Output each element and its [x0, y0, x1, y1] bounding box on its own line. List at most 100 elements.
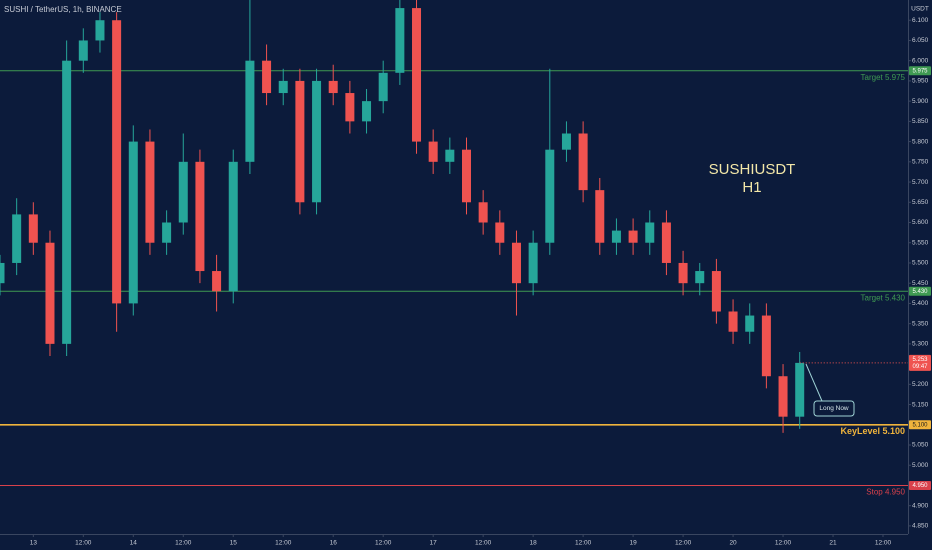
- axis-unit: USDT: [911, 6, 929, 13]
- candle-body: [228, 161, 238, 292]
- candle-body: [761, 315, 771, 377]
- candle-body: [711, 271, 721, 312]
- y-tick-label: 5.550: [912, 239, 929, 246]
- x-tick-label: 17: [430, 540, 438, 547]
- annotation-connector: [805, 363, 823, 402]
- annotation-box: [813, 400, 855, 417]
- candle-body: [28, 214, 38, 243]
- candle-body: [795, 362, 805, 417]
- level-label: KeyLevel 5.100: [840, 426, 905, 436]
- x-tick-label: 12:00: [375, 540, 392, 547]
- level-label: Target 5.430: [861, 293, 906, 302]
- candle-body: [478, 202, 488, 223]
- x-tick-label: 12:00: [475, 540, 492, 547]
- candle-body: [561, 133, 571, 150]
- last-price-badge: [909, 354, 931, 371]
- y-tick-label: 6.000: [912, 57, 929, 64]
- last-price-label: 5.253: [912, 357, 928, 363]
- level-badge-label: 5.430: [912, 289, 928, 295]
- y-tick-label: 5.500: [912, 260, 929, 267]
- level-badge-label: 5.975: [912, 68, 928, 74]
- x-tick-label: 12:00: [275, 540, 292, 547]
- y-tick-label: 5.300: [912, 341, 929, 348]
- candle-body: [745, 315, 755, 332]
- x-tick-label: 16: [330, 540, 338, 547]
- candle-body: [95, 20, 105, 41]
- y-tick-label: 5.150: [912, 401, 929, 408]
- candle-body: [162, 222, 172, 243]
- y-tick-label: 5.050: [912, 442, 929, 449]
- y-tick-label: 5.650: [912, 199, 929, 206]
- y-tick-label: 5.350: [912, 320, 929, 327]
- y-tick-label: 6.050: [912, 37, 929, 44]
- candle-body: [78, 40, 88, 61]
- level-badge: [909, 286, 931, 296]
- candle-body: [212, 271, 222, 292]
- candle-body: [378, 72, 388, 102]
- candle-body: [678, 262, 688, 284]
- x-tick-label: 12:00: [675, 540, 692, 547]
- x-tick-label: 12:00: [75, 540, 92, 547]
- candle-body: [628, 230, 638, 243]
- countdown-label: 09:47: [912, 364, 928, 370]
- x-tick-label: 14: [130, 540, 138, 547]
- candle-body: [345, 93, 355, 122]
- candle-body: [545, 149, 555, 243]
- candle-body: [362, 101, 372, 122]
- candle-body: [0, 262, 5, 284]
- level-badge: [909, 66, 931, 76]
- level-badge: [909, 420, 931, 430]
- y-tick-label: 5.200: [912, 381, 929, 388]
- x-tick-label: 19: [629, 540, 637, 547]
- candle-body: [295, 80, 305, 203]
- chart-title: SUSHIUSDT: [709, 161, 796, 178]
- y-tick-label: 5.700: [912, 179, 929, 186]
- candle-body: [112, 20, 122, 304]
- candle-body: [528, 242, 538, 284]
- x-tick-label: 20: [729, 540, 737, 547]
- x-tick-label: 15: [230, 540, 238, 547]
- candle-body: [62, 60, 72, 344]
- candle-body: [645, 222, 655, 243]
- candle-body: [495, 222, 505, 243]
- candle-body: [661, 222, 671, 263]
- candle-body: [578, 133, 588, 191]
- y-tick-label: 5.450: [912, 280, 929, 287]
- x-tick-label: 21: [829, 540, 837, 547]
- y-tick-label: 6.100: [912, 17, 929, 24]
- level-badge: [909, 480, 931, 490]
- candle-body: [45, 242, 55, 344]
- candle-body: [412, 8, 422, 142]
- candle-body: [195, 161, 205, 272]
- y-tick-label: 5.000: [912, 462, 929, 469]
- x-tick-label: 13: [30, 540, 38, 547]
- candle-body: [395, 8, 405, 73]
- y-tick-label: 5.950: [912, 78, 929, 85]
- candle-body: [262, 60, 272, 94]
- x-tick-label: 12:00: [575, 540, 592, 547]
- candle-body: [128, 141, 138, 304]
- candle-body: [778, 376, 788, 417]
- candle-body: [461, 149, 471, 203]
- candle-body: [278, 80, 288, 94]
- candle-body: [328, 80, 338, 94]
- candle-body: [511, 242, 521, 284]
- candle-body: [695, 271, 705, 284]
- x-tick-label: 12:00: [875, 540, 892, 547]
- candle-body: [445, 149, 455, 162]
- annotation-text: Long Now: [819, 405, 849, 412]
- candle-body: [595, 190, 605, 243]
- candle-body: [12, 214, 22, 263]
- candle-body: [145, 141, 155, 243]
- y-tick-label: 5.850: [912, 118, 929, 125]
- level-badge-label: 4.950: [912, 483, 928, 489]
- y-tick-label: 4.850: [912, 523, 929, 530]
- level-label: Stop 4.950: [866, 488, 905, 497]
- header: SUSHI / TetherUS, 1h, BINANCE: [4, 5, 122, 14]
- y-tick-label: 5.750: [912, 159, 929, 166]
- candle-body: [178, 161, 188, 223]
- y-tick-label: 4.900: [912, 502, 929, 509]
